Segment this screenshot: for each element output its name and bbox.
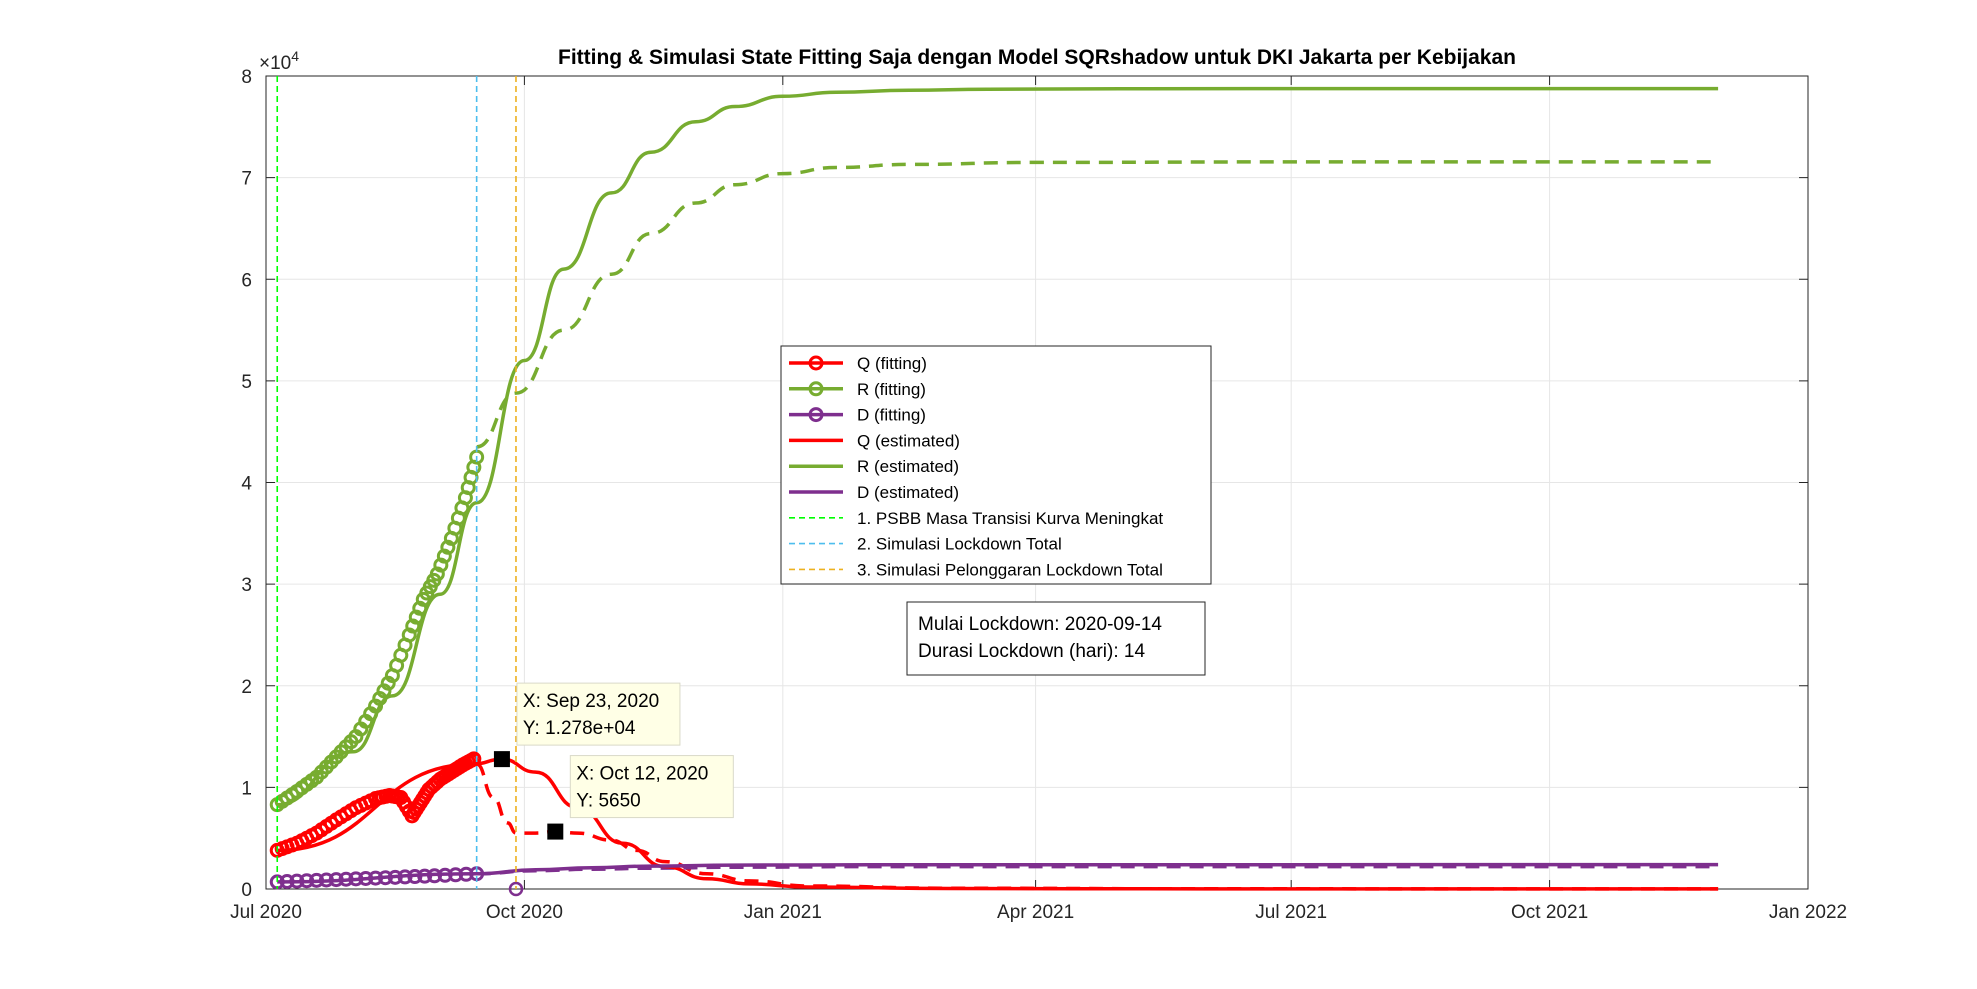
data-point bbox=[377, 870, 393, 886]
chart-title: Fitting & Simulasi State Fitting Saja de… bbox=[558, 46, 1516, 69]
legend-entry: Q (fitting) bbox=[789, 354, 927, 373]
legend-entry: D (estimated) bbox=[789, 483, 959, 502]
data-point bbox=[397, 869, 413, 885]
axis-ticks: Jul 2020 Oct 2020 Jan 2021 Apr 2021 Jul 2021… bbox=[230, 67, 1847, 923]
datatip-x-label: X: Oct 12, 2020 bbox=[576, 764, 708, 785]
legend-entry: R (fitting) bbox=[789, 380, 926, 399]
series-scenario-dashed-line bbox=[476, 160, 1719, 449]
y-tick-label: 3 bbox=[241, 575, 252, 596]
x-tick-label: Apr 2021 bbox=[997, 902, 1074, 923]
policy-lines bbox=[276, 76, 517, 889]
data-point bbox=[299, 873, 315, 889]
y-tick-label: 6 bbox=[241, 270, 252, 291]
data-point bbox=[289, 873, 305, 889]
datatip-box bbox=[516, 682, 681, 746]
datatip: X: Sep 23, 2020 Y: 1.278e+04 bbox=[493, 682, 681, 768]
annotation-frame bbox=[906, 601, 1206, 676]
annotation-line: Durasi Lockdown (hari): 14 bbox=[918, 641, 1145, 662]
datatip-point bbox=[547, 823, 564, 840]
x-tick-label: Jul 2020 bbox=[230, 902, 302, 923]
data-point bbox=[318, 872, 334, 888]
y-tick-label: 5 bbox=[241, 372, 252, 393]
legend-label: R (estimated) bbox=[857, 457, 959, 476]
datatip-box bbox=[569, 755, 734, 819]
legend[interactable]: Q (fitting) R (fitting) D (fitting) Q (esti… bbox=[780, 345, 1212, 585]
data-point bbox=[279, 874, 295, 890]
legend-label: R (fitting) bbox=[857, 380, 926, 399]
data-point bbox=[338, 871, 354, 887]
x-tick-label: Oct 2020 bbox=[486, 902, 563, 923]
legend-entry: D (fitting) bbox=[789, 406, 926, 425]
end-marker bbox=[508, 881, 524, 897]
datatip: X: Oct 12, 2020 Y: 5650 bbox=[547, 755, 734, 840]
x-tick-label: Oct 2021 bbox=[1511, 902, 1588, 923]
data-point bbox=[358, 870, 374, 886]
legend-label: 2. Simulasi Lockdown Total bbox=[857, 535, 1062, 554]
y-tick-label: 2 bbox=[241, 677, 252, 698]
legend-entry: 3. Simulasi Pelonggaran Lockdown Total bbox=[789, 560, 1163, 579]
data-point bbox=[417, 868, 433, 884]
y-multiplier-exponent: 4 bbox=[291, 48, 299, 64]
datatip-y-label: Y: 5650 bbox=[576, 791, 640, 812]
annotation-line: Mulai Lockdown: 2020-09-14 bbox=[918, 614, 1162, 635]
data-point bbox=[407, 869, 423, 885]
legend-box bbox=[780, 345, 1212, 585]
series-r-fitting bbox=[269, 449, 485, 813]
legend-label: D (fitting) bbox=[857, 406, 926, 425]
series-d-fitting bbox=[269, 866, 485, 890]
lockdown-annotation-box: Mulai Lockdown: 2020-09-14 Durasi Lockdow… bbox=[906, 601, 1206, 676]
y-tick-label: 7 bbox=[241, 169, 252, 190]
legend-marker bbox=[808, 407, 824, 423]
series-layer bbox=[269, 86, 1719, 897]
data-point bbox=[348, 871, 364, 887]
x-tick-label: Jul 2021 bbox=[1255, 902, 1327, 923]
data-point bbox=[328, 872, 344, 888]
legend-label: Q (fitting) bbox=[857, 354, 927, 373]
legend-label: D (estimated) bbox=[857, 483, 959, 502]
legend-label: 1. PSBB Masa Transisi Kurva Meningkat bbox=[857, 509, 1163, 528]
data-point bbox=[368, 870, 384, 886]
datatip-x-label: X: Sep 23, 2020 bbox=[523, 691, 659, 712]
y-axis-multiplier: ×104 bbox=[259, 48, 299, 74]
data-point bbox=[466, 751, 482, 767]
datatip-point bbox=[493, 751, 510, 768]
y-tick-label: 8 bbox=[241, 67, 252, 88]
y-tick-label: 1 bbox=[241, 778, 252, 799]
legend-label: Q (estimated) bbox=[857, 431, 960, 450]
legend-marker bbox=[808, 381, 824, 397]
datatip-y-label: Y: 1.278e+04 bbox=[523, 718, 636, 739]
x-tick-label: Jan 2021 bbox=[744, 902, 822, 923]
x-tick-label: Jan 2022 bbox=[1769, 902, 1847, 923]
y-tick-label: 0 bbox=[241, 880, 252, 901]
legend-entry: 1. PSBB Masa Transisi Kurva Meningkat bbox=[789, 509, 1163, 528]
legend-label: 3. Simulasi Pelonggaran Lockdown Total bbox=[857, 560, 1163, 579]
series-d-estimated-line bbox=[277, 862, 1719, 884]
y-multiplier-base: ×10 bbox=[259, 53, 291, 74]
legend-entry: R (estimated) bbox=[789, 457, 959, 476]
series-q-fitting bbox=[269, 751, 482, 858]
y-tick-label: 4 bbox=[241, 474, 252, 495]
legend-marker bbox=[808, 355, 824, 371]
legend-entry: Q (estimated) bbox=[789, 431, 960, 450]
datatips: X: Sep 23, 2020 Y: 1.278e+04 X: Oct 12, 20… bbox=[493, 682, 734, 840]
data-point bbox=[387, 869, 403, 885]
data-point bbox=[309, 872, 325, 888]
legend-entry: 2. Simulasi Lockdown Total bbox=[789, 535, 1062, 554]
